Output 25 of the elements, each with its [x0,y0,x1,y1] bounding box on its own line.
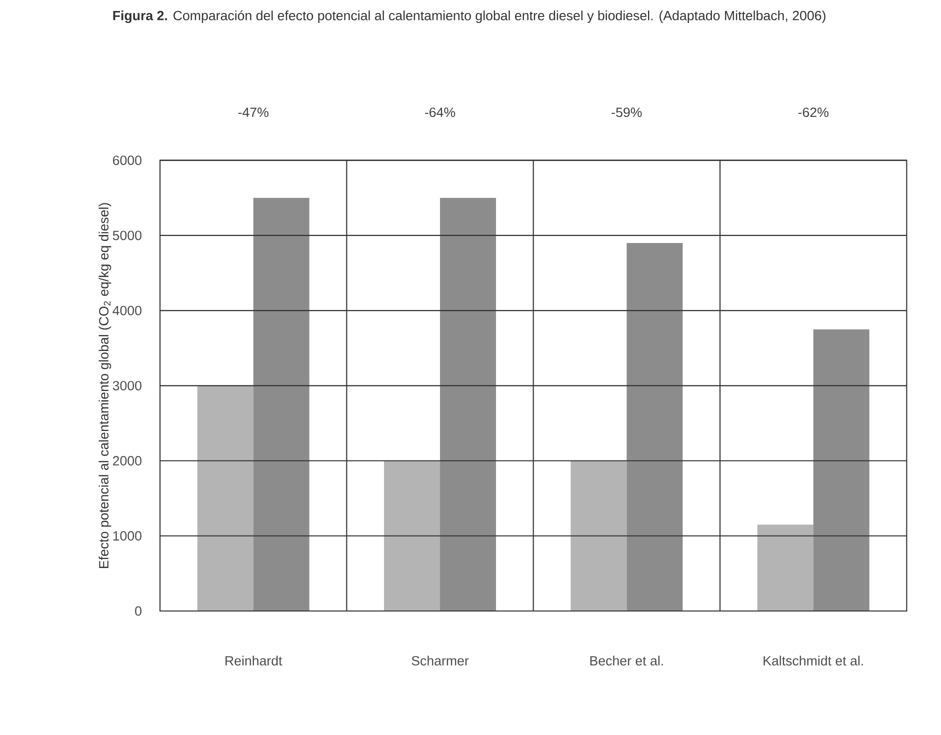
y-tick-label: 5000 [112,230,142,240]
bar [197,386,254,611]
text: -59% [612,108,642,118]
text: -62% [798,108,828,118]
x-tick-label: Reinhardt [226,656,282,666]
bar [440,198,496,611]
chart-title: Figura 2. Comparación del efecto potencial al calentamiento global entre diesel y biodiesel. (Adaptado Mittelbach, 2006) [113,10,826,24]
bar [757,524,814,611]
x-tick-label: Kaltschmidt et al. [764,656,863,666]
bar [384,460,440,611]
bar [570,460,627,611]
y-tick-label: 1000 [113,531,142,541]
y-tick-label: 6000 [112,156,142,166]
bar [813,329,870,611]
x-tick-label: Becher et al. [590,656,663,666]
bar [626,242,683,611]
y-tick-label: 3000 [112,380,142,390]
y-axis-title: Efecto potencial al calentamiento global (CO$_{2}$ eq/kg eq diesel) [98,203,112,568]
bar [253,198,310,611]
text: -64% [425,108,456,118]
y-tick-label: 4000 [112,306,142,316]
text: -47% [238,108,268,117]
x-tick-label: Scharmer [412,656,469,666]
y-tick-label: 2000 [112,456,142,466]
y-tick-label: 0 [135,606,142,616]
